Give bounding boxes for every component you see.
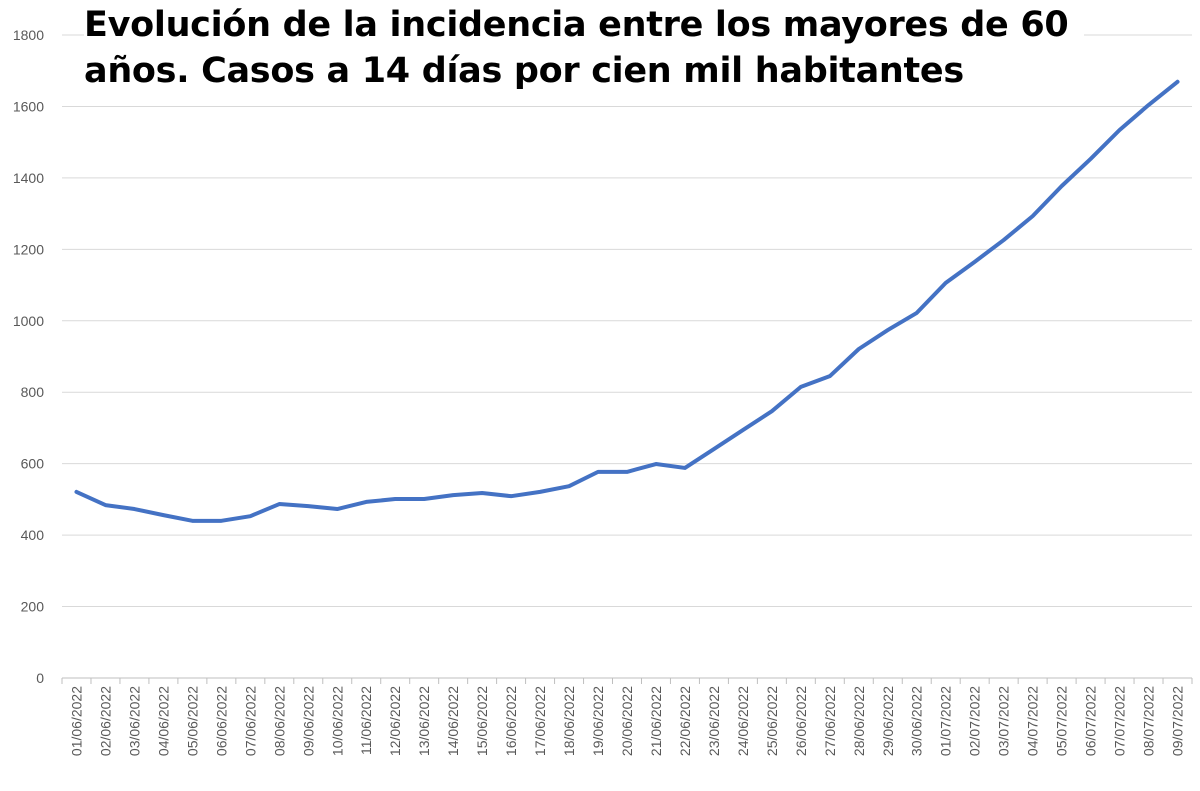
x-tick-label: 06/07/2022 — [1083, 686, 1099, 756]
x-tick-label: 06/06/2022 — [213, 686, 229, 756]
x-tick-label: 30/06/2022 — [909, 686, 925, 756]
x-tick-label: 18/06/2022 — [561, 686, 577, 756]
x-tick-label: 11/06/2022 — [358, 686, 374, 755]
x-tick-label: 03/06/2022 — [126, 686, 142, 756]
y-tick-label: 400 — [21, 527, 45, 543]
x-tick-label: 01/06/2022 — [68, 686, 84, 756]
x-tick-label: 23/06/2022 — [706, 686, 722, 756]
x-tick-label: 09/06/2022 — [300, 686, 316, 756]
x-tick-label: 07/07/2022 — [1112, 686, 1128, 756]
x-tick-label: 02/06/2022 — [97, 686, 113, 756]
x-tick-label: 08/07/2022 — [1141, 686, 1157, 756]
x-tick-label: 27/06/2022 — [822, 686, 838, 756]
chart-title: Evolución de la incidencia entre los may… — [84, 2, 1084, 94]
x-tick-label: 14/06/2022 — [445, 686, 461, 756]
y-tick-label: 200 — [21, 599, 45, 615]
y-tick-label: 0 — [36, 670, 44, 686]
x-tick-label: 22/06/2022 — [677, 686, 693, 756]
x-tick-label: 08/06/2022 — [271, 686, 287, 756]
series-path — [74, 79, 1180, 523]
x-tick-label: 20/06/2022 — [619, 686, 635, 756]
x-tick-label: 16/06/2022 — [503, 686, 519, 756]
x-tick-label: 04/07/2022 — [1025, 686, 1041, 756]
gridlines — [62, 34, 1192, 679]
x-tick-label: 09/07/2022 — [1170, 686, 1186, 756]
x-tick-label: 28/06/2022 — [851, 686, 867, 756]
x-tick-label: 10/06/2022 — [329, 686, 345, 756]
x-tick-label: 05/06/2022 — [184, 686, 200, 756]
y-tick-label: 800 — [21, 384, 45, 400]
y-tick-label: 1400 — [13, 170, 44, 186]
x-tick-label: 21/06/2022 — [648, 686, 664, 756]
x-tick-label: 04/06/2022 — [155, 686, 171, 756]
y-tick-label: 1800 — [13, 27, 44, 43]
x-tick-label: 19/06/2022 — [590, 686, 606, 756]
y-axis-ticks: 0 200 400 600 800 1000 1200 1400 1600 1800 — [13, 27, 44, 686]
series-line — [74, 79, 1180, 523]
y-tick-label: 1000 — [13, 313, 44, 329]
x-axis-ticks: 01/06/2022 02/06/2022 03/06/2022 04/06/2022… — [61, 678, 1193, 756]
x-tick-label: 01/07/2022 — [938, 686, 954, 756]
x-tick-label: 15/06/2022 — [474, 686, 490, 756]
x-tick-label: 05/07/2022 — [1054, 686, 1070, 756]
y-tick-label: 1200 — [13, 241, 44, 257]
x-tick-label: 03/07/2022 — [996, 686, 1012, 756]
x-tick-label: 12/06/2022 — [387, 686, 403, 756]
y-tick-label: 600 — [21, 456, 45, 472]
x-tick-label: 25/06/2022 — [764, 686, 780, 756]
x-tick-label: 13/06/2022 — [416, 686, 432, 756]
x-tick-label: 07/06/2022 — [242, 686, 258, 756]
x-tick-label: 24/06/2022 — [735, 686, 751, 756]
x-tick-label: 29/06/2022 — [880, 686, 896, 756]
y-tick-label: 1600 — [13, 98, 44, 114]
x-tick-label: 02/07/2022 — [967, 686, 983, 756]
x-tick-label: 17/06/2022 — [532, 686, 548, 756]
x-tick-label: 26/06/2022 — [793, 686, 809, 756]
